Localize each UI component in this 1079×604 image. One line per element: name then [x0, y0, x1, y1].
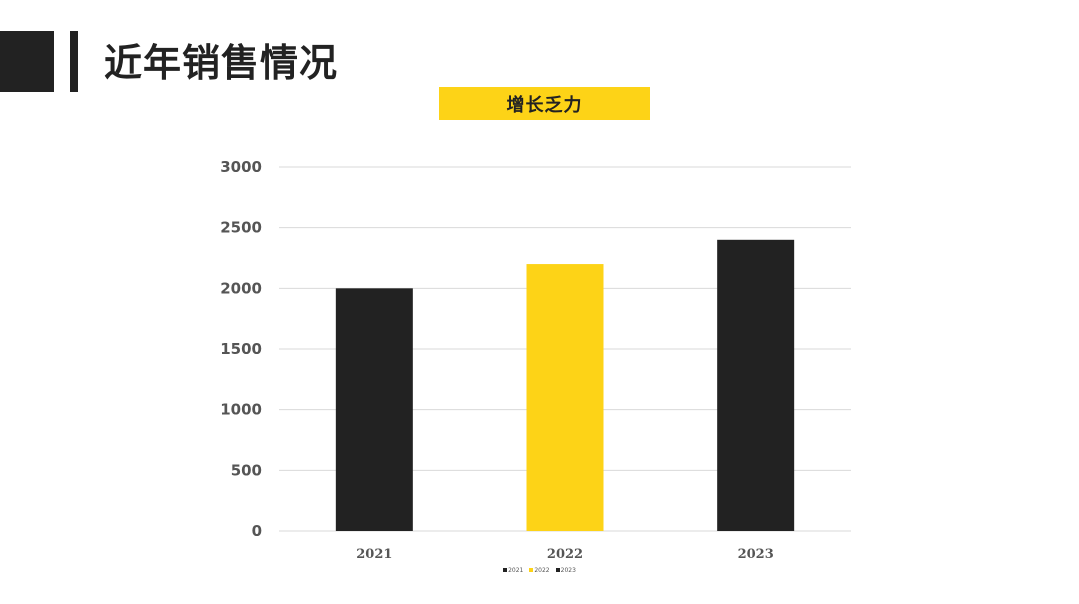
- bar: [335, 288, 413, 531]
- legend-label: 2023: [560, 566, 576, 574]
- legend-label: 2021: [508, 566, 524, 574]
- legend-swatch: [555, 568, 560, 572]
- chart-legend: 2021 2022 2023: [0, 565, 1079, 575]
- legend-label: 2022: [534, 566, 550, 574]
- legend-item: 2021: [503, 565, 523, 575]
- y-tick-label: 2500: [220, 219, 262, 237]
- title-accent-bar: [70, 31, 78, 92]
- x-tick-label: 2023: [738, 547, 774, 562]
- x-tick-label: 2021: [356, 547, 392, 562]
- bar: [717, 239, 795, 532]
- x-tick-label: 2022: [547, 547, 583, 562]
- y-tick-label: 2000: [220, 279, 262, 297]
- y-tick-label: 3000: [220, 158, 262, 176]
- subtitle-banner: 增长乏力: [439, 87, 650, 120]
- legend-item: 2023: [555, 565, 576, 575]
- legend-item: 2022: [529, 565, 550, 575]
- legend-swatch: [529, 568, 534, 572]
- bar: [526, 264, 604, 531]
- corner-decoration: [0, 31, 54, 92]
- y-tick-label: 1500: [220, 340, 262, 358]
- y-tick-label: 1000: [220, 401, 262, 419]
- y-tick-label: 0: [252, 522, 262, 540]
- legend-swatch: [503, 568, 508, 572]
- page-title: 近年销售情况: [104, 41, 339, 85]
- subtitle-text: 增长乏力: [506, 94, 583, 116]
- y-tick-label: 500: [231, 461, 262, 479]
